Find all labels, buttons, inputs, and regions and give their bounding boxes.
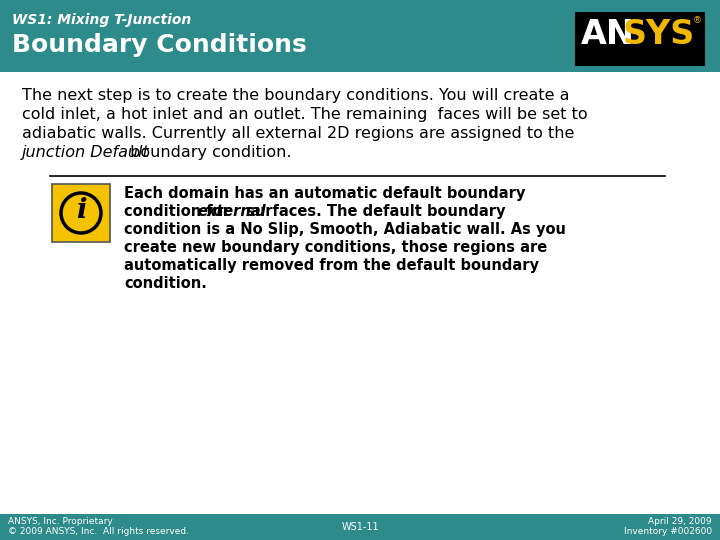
Text: April 29, 2009: April 29, 2009	[649, 517, 712, 526]
Text: AN: AN	[581, 18, 635, 51]
Text: ANSYS, Inc. Proprietary: ANSYS, Inc. Proprietary	[8, 517, 113, 526]
Text: boundary condition.: boundary condition.	[125, 145, 292, 160]
Bar	[0, 514, 720, 540]
Text: junction Default: junction Default	[22, 145, 150, 160]
Bar	[0, 0, 720, 72]
Text: surfaces. The default boundary: surfaces. The default boundary	[241, 204, 505, 219]
Bar	[52, 184, 110, 242]
Text: condition is a No Slip, Smooth, Adiabatic wall. As you: condition is a No Slip, Smooth, Adiabati…	[124, 222, 566, 237]
Bar	[575, 12, 705, 66]
Text: adiabatic walls. Currently all external 2D regions are assigned to the: adiabatic walls. Currently all external …	[22, 126, 575, 141]
Text: SYS: SYS	[623, 18, 696, 51]
Text: WS1-11: WS1-11	[341, 522, 379, 532]
Text: Each domain has an automatic default boundary: Each domain has an automatic default bou…	[124, 186, 526, 201]
Text: Boundary Conditions: Boundary Conditions	[12, 33, 307, 57]
Text: WS1: Mixing T-Junction: WS1: Mixing T-Junction	[12, 13, 192, 27]
Text: external: external	[197, 204, 266, 219]
Text: cold inlet, a hot inlet and an outlet. The remaining  faces will be set to: cold inlet, a hot inlet and an outlet. T…	[22, 107, 588, 122]
Text: ®: ®	[693, 16, 702, 25]
Text: condition.: condition.	[124, 276, 207, 291]
Text: Inventory #002600: Inventory #002600	[624, 527, 712, 536]
Text: © 2009 ANSYS, Inc.  All rights reserved.: © 2009 ANSYS, Inc. All rights reserved.	[8, 527, 189, 536]
Text: condition for: condition for	[124, 204, 235, 219]
Text: i: i	[76, 198, 86, 225]
Text: create new boundary conditions, those regions are: create new boundary conditions, those re…	[124, 240, 547, 255]
Text: automatically removed from the default boundary: automatically removed from the default b…	[124, 258, 539, 273]
Text: The next step is to create the boundary conditions. You will create a: The next step is to create the boundary …	[22, 88, 570, 103]
Text: Workshop Supplement: Workshop Supplement	[585, 72, 696, 82]
